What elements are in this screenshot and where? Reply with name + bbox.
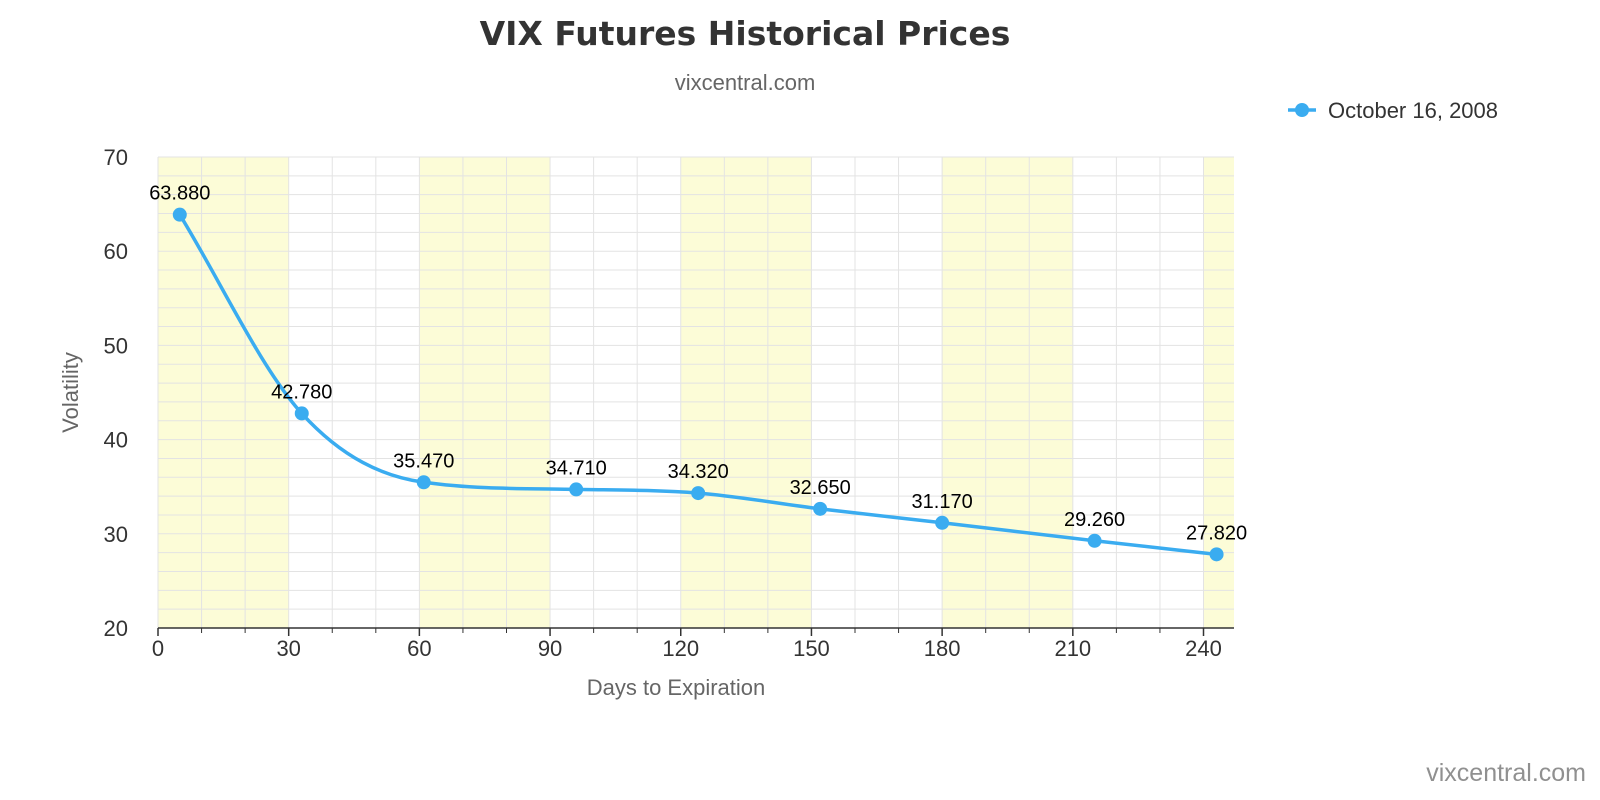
x-tick-label: 210 [1054, 636, 1091, 661]
chart-subtitle: vixcentral.com [674, 70, 816, 95]
shaded-band-0 [158, 157, 289, 628]
x-tick-label: 60 [407, 636, 431, 661]
data-label: 32.650 [790, 477, 851, 499]
data-point [1209, 547, 1224, 562]
legend-label: October 16, 2008 [1328, 98, 1498, 123]
data-point [416, 475, 431, 490]
data-point [813, 501, 828, 516]
data-point [1087, 533, 1102, 548]
x-axis-title: Days to Expiration [587, 675, 766, 700]
data-label: 29.260 [1064, 509, 1125, 531]
series-line-0 [178, 213, 1217, 557]
legend-marker [1295, 103, 1309, 117]
shaded-band-3 [942, 157, 1073, 628]
chart-title: VIX Futures Historical Prices [479, 14, 1011, 53]
data-label: 42.780 [271, 381, 332, 403]
data-point [935, 515, 950, 530]
data-label: 34.710 [546, 457, 607, 479]
y-axis-title: Volatility [58, 352, 83, 433]
shaded-band-2 [680, 157, 812, 628]
x-tick-label: 0 [152, 636, 164, 661]
x-tick-label: 30 [276, 636, 300, 661]
x-tick-label: 150 [793, 636, 830, 661]
y-tick-label: 30 [104, 522, 128, 547]
y-tick-label: 60 [104, 239, 128, 264]
data-point [172, 207, 187, 222]
data-label: 63.880 [149, 183, 210, 205]
x-tick-label: 180 [924, 636, 961, 661]
data-label: 27.820 [1186, 522, 1247, 544]
data-label: 34.320 [668, 461, 729, 483]
x-tick-label: 90 [538, 636, 562, 661]
y-tick-label: 20 [104, 616, 128, 641]
data-point [294, 406, 309, 421]
y-tick-label: 40 [104, 428, 128, 453]
data-point [569, 482, 584, 497]
x-tick-label: 240 [1185, 636, 1222, 661]
data-label: 35.470 [393, 450, 454, 472]
y-tick-label: 50 [104, 333, 128, 358]
x-tick-label: 120 [662, 636, 699, 661]
shaded-band-1 [419, 157, 551, 628]
data-point [691, 486, 706, 501]
data-label: 31.170 [912, 491, 973, 513]
credit-text: vixcentral.com [1426, 759, 1586, 787]
y-tick-label: 70 [104, 145, 128, 170]
